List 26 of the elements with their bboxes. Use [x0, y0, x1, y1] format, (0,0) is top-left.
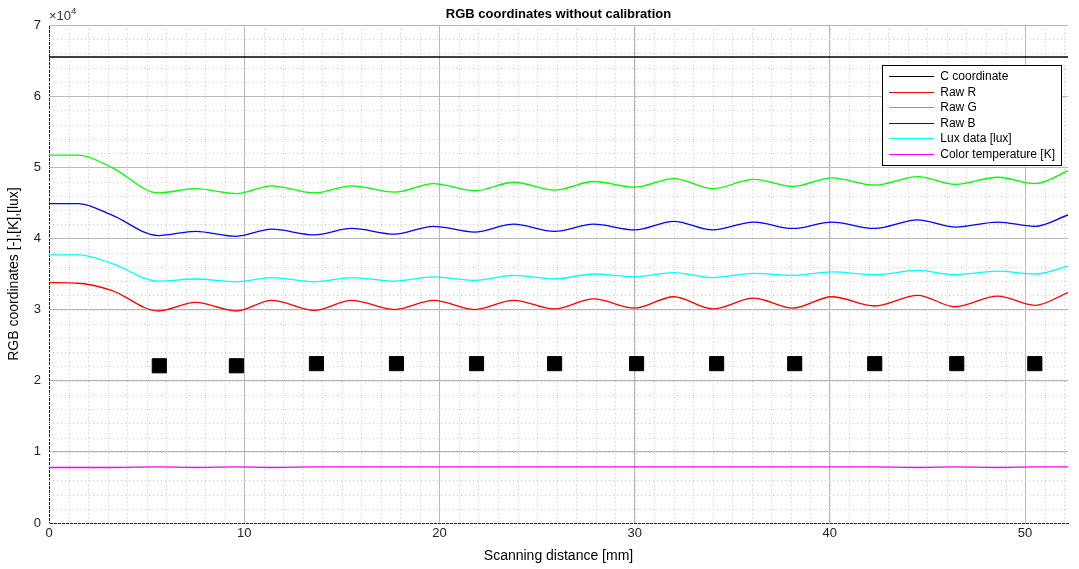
- legend-label: Raw R: [940, 84, 977, 100]
- line-series: [49, 254, 1068, 283]
- y-tick-label: 3: [33, 301, 41, 317]
- y-tick-label: 4: [33, 230, 41, 246]
- y-tick-label: 6: [33, 87, 41, 103]
- y-tick-label: 0: [33, 514, 41, 530]
- x-tick-label: 30: [627, 525, 642, 541]
- x-tick-label: 50: [1017, 525, 1033, 541]
- x-tick-label: 40: [822, 525, 838, 541]
- chart-title: RGB coordinates without calibration: [445, 6, 672, 21]
- y-tick-label: 7: [33, 16, 41, 32]
- x-axis-title: Scanning distance [mm]: [483, 547, 634, 563]
- legend-label: Raw B: [940, 115, 976, 131]
- line-series: [49, 202, 1068, 237]
- line-series: [49, 281, 1068, 312]
- legend-label: Raw G: [940, 100, 977, 116]
- legend-label: Color temperature [K]: [940, 146, 1055, 162]
- y-axis-title: RGB coordinates [-],[K],[lux]: [5, 187, 21, 361]
- legend-label: Lux data [lux]: [940, 131, 1012, 147]
- y-tick-label: 5: [33, 158, 41, 174]
- x-tick-label: 10: [236, 525, 252, 541]
- x-tick-label: 0: [45, 525, 53, 541]
- y-tick-label: 1: [33, 443, 41, 459]
- y-tick-label: 2: [33, 372, 41, 388]
- x-tick-label: 20: [432, 525, 447, 541]
- legend-label: C coordinate: [940, 69, 1009, 85]
